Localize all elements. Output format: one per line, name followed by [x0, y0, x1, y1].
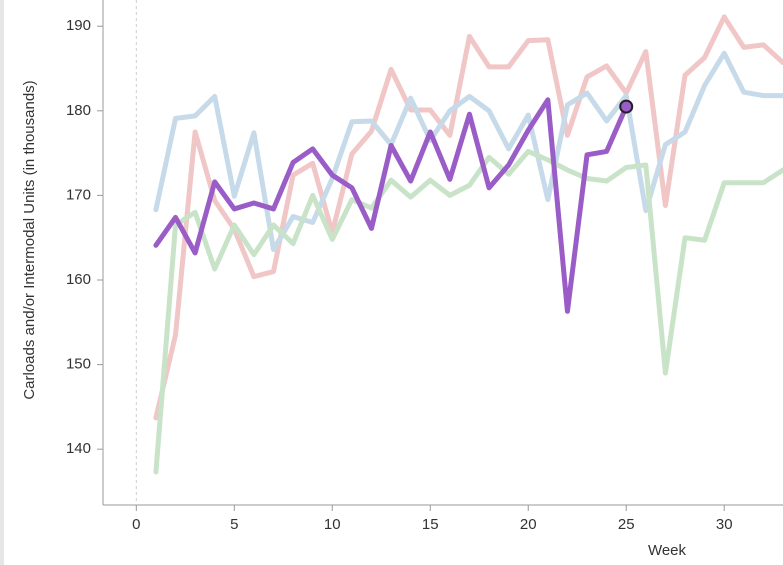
y-axis-label: Carloads and/or Intermodal Units (in tho… [21, 80, 38, 399]
y-tick-label: 140 [66, 440, 91, 457]
y-tick-label: 160 [66, 271, 91, 288]
series-line [153, 148, 783, 475]
series-line [153, 50, 783, 253]
y-tick-label: 180 [66, 102, 91, 119]
x-axis-label: Week [648, 542, 687, 559]
window-edge [0, 0, 4, 565]
series-line [153, 97, 629, 314]
series-line [153, 14, 783, 421]
x-tick-label: 10 [324, 516, 341, 533]
x-tick-label: 30 [716, 516, 733, 533]
x-tick-label: 25 [618, 516, 635, 533]
y-tick-label: 190 [66, 17, 91, 34]
highlight-point [619, 99, 634, 114]
y-tick-label: 170 [66, 186, 91, 203]
x-tick-label: 20 [520, 516, 537, 533]
y-tick-label: 150 [66, 356, 91, 373]
x-tick-label: 0 [132, 516, 140, 533]
x-tick-label: 5 [230, 516, 238, 533]
x-tick-label: 15 [422, 516, 439, 533]
